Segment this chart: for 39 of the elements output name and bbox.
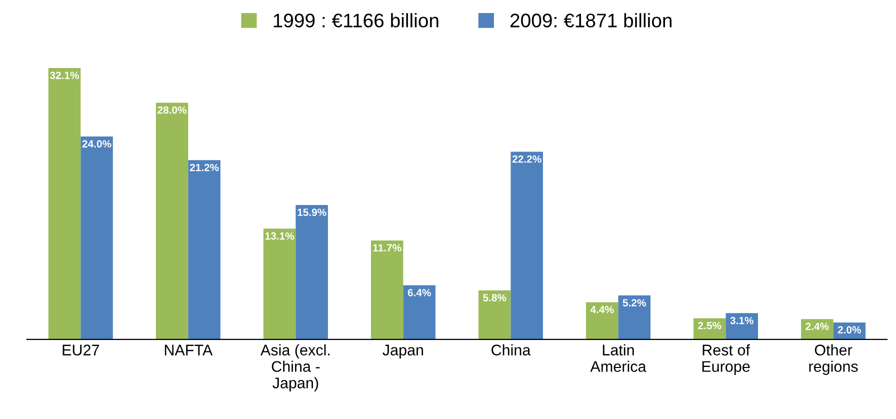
x-tick-label: Latin America xyxy=(590,344,646,372)
data-label: 3.1% xyxy=(730,316,754,324)
legend-label: 1999 : €1166 billion xyxy=(274,13,438,28)
bar xyxy=(156,102,188,340)
data-label: 6.4% xyxy=(408,288,431,296)
data-label: 5.8% xyxy=(483,294,506,302)
x-tick-label: China xyxy=(492,344,531,356)
bar xyxy=(618,295,650,340)
x-tick-label: Asia (excl. China - Japan) xyxy=(260,344,330,392)
data-label: 21.2% xyxy=(190,164,219,172)
bar xyxy=(296,204,328,340)
data-label: 2.0% xyxy=(838,326,862,334)
data-label: 32.1% xyxy=(50,72,80,80)
bar xyxy=(726,313,758,340)
x-tick-label: Other regions xyxy=(809,344,858,375)
data-label: 2.4% xyxy=(806,322,829,330)
bar xyxy=(188,160,220,340)
bar xyxy=(478,290,511,340)
x-tick-label: Rest of Europe xyxy=(702,344,750,375)
bar xyxy=(586,302,618,340)
data-label: 22.2% xyxy=(512,155,542,163)
bar xyxy=(403,285,436,340)
x-tick-label: Japan xyxy=(382,344,424,358)
data-label: 15.9% xyxy=(298,208,326,216)
bar xyxy=(510,152,543,340)
x-tick-label: EU27 xyxy=(62,344,99,356)
data-label: 24.0% xyxy=(82,140,112,148)
data-label: 11.7% xyxy=(373,244,402,252)
legend-label: 2009: €1871 billion xyxy=(510,13,672,28)
data-label: 28.0% xyxy=(158,106,187,114)
data-label: 5.2% xyxy=(622,299,646,306)
x-tick-label: NAFTA xyxy=(164,344,213,356)
bar xyxy=(263,228,296,340)
bar xyxy=(80,136,113,340)
data-label: 4.4% xyxy=(590,306,614,314)
data-label: 2.5% xyxy=(698,322,722,330)
bar xyxy=(370,240,404,340)
data-label: 13.1% xyxy=(265,232,294,240)
bar xyxy=(48,68,81,340)
